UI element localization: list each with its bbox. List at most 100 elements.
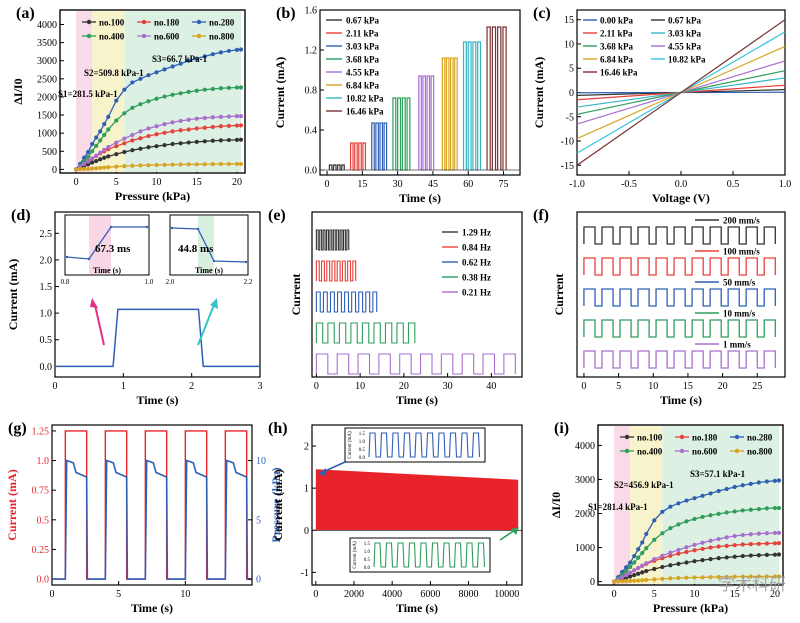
series-line-10.82 kPa xyxy=(462,41,482,171)
series-line-0.84 Hz xyxy=(315,260,357,282)
x-tick-label: 20 xyxy=(399,381,409,392)
legend-label: 6.84 kPa xyxy=(346,81,380,91)
y-axis-label: Current (mA) xyxy=(5,469,19,540)
x-tick-label: 0 xyxy=(53,381,58,392)
inset-tick: 1.5 xyxy=(364,542,371,547)
data-point xyxy=(154,162,159,168)
x-tick-label: -0.5 xyxy=(621,179,637,190)
y-tick-label: 0.0 xyxy=(40,362,53,373)
inset-tick: 0.5 xyxy=(364,558,371,563)
data-point xyxy=(218,86,223,91)
data-point xyxy=(772,478,778,483)
y-tick-label: 2 xyxy=(304,442,309,453)
x-axis-label: Time (s) xyxy=(660,393,702,407)
x-tick-label: 5 xyxy=(114,177,119,188)
x-axis-label: Time (s) xyxy=(396,393,438,407)
legend-label: no.180 xyxy=(154,18,180,28)
data-point xyxy=(226,48,232,54)
series-line-4.55 kPa xyxy=(418,75,435,171)
data-point xyxy=(716,544,721,549)
y-tick-label: 1000 xyxy=(575,543,595,554)
y-tick-label: 1.0 xyxy=(40,309,53,320)
x-tick-label: 1 xyxy=(121,381,126,392)
y-tick-label: 10 xyxy=(564,39,574,50)
x-tick-label: 25 xyxy=(752,381,762,392)
data-point xyxy=(170,64,175,69)
data-point xyxy=(238,123,244,128)
data-point xyxy=(724,535,729,540)
data-point xyxy=(210,138,215,143)
y-tick-label: 2000 xyxy=(37,92,57,103)
data-point xyxy=(162,143,167,148)
legend-marker xyxy=(624,434,630,440)
data-point xyxy=(170,162,175,167)
series-line-50 mm/s xyxy=(583,288,776,307)
data-point xyxy=(708,513,713,518)
legend-marker xyxy=(196,33,202,39)
data-point xyxy=(748,481,753,486)
x-axis-label: Time (s) xyxy=(396,601,438,615)
data-point xyxy=(226,114,232,119)
data-point xyxy=(628,574,633,579)
data-point xyxy=(82,155,87,160)
data-point xyxy=(146,133,151,139)
series-line-1 mm/s xyxy=(583,350,776,369)
legend-label: 0.21 Hz xyxy=(462,288,491,298)
data-point xyxy=(748,542,753,547)
y-tick-label: 3000 xyxy=(37,56,57,67)
panel-e: 0 10 20 30 40 Time (s) Current (e) 1.29 Hz 0.84 H… xyxy=(268,207,523,407)
inset-region xyxy=(89,216,111,274)
data-point xyxy=(676,561,681,566)
data-point xyxy=(109,225,113,229)
x-tick-label: 10 xyxy=(355,381,365,392)
arrow-end xyxy=(499,529,516,541)
y-tick-label: 1 xyxy=(304,484,309,495)
data-point xyxy=(218,124,223,129)
data-point xyxy=(162,94,167,99)
data-point xyxy=(756,480,761,485)
y2-tick-label: 0 xyxy=(256,575,261,586)
y-tick-label: 3500 xyxy=(37,38,57,49)
data-point xyxy=(628,578,633,584)
legend-label: 2.11 kPa xyxy=(600,29,633,39)
y-tick-label: 0.25 xyxy=(32,545,50,556)
data-point xyxy=(668,553,673,558)
y-tick-label: 1.25 xyxy=(32,426,50,437)
data-point xyxy=(154,144,159,149)
data-point xyxy=(194,88,199,93)
y-tick-label: 4000 xyxy=(575,441,595,452)
y-tick-label: 0 xyxy=(590,577,595,588)
x-tick-label: 15 xyxy=(192,177,202,188)
data-point xyxy=(86,162,91,167)
data-point xyxy=(624,573,629,578)
y-tick-label: 0.0 xyxy=(37,575,50,586)
data-point xyxy=(238,85,244,90)
series-line-2.11 kPa xyxy=(349,142,367,171)
sensitivity-annotation: S1=281.5 kPa-1 xyxy=(58,89,118,99)
data-point xyxy=(186,162,191,167)
data-point xyxy=(226,137,232,143)
data-point xyxy=(162,67,167,72)
data-point xyxy=(238,47,244,52)
data-point xyxy=(640,570,645,575)
legend-label: 0.00 kPa xyxy=(600,16,634,26)
sensitivity-annotation: S1=281.4 kPa-1 xyxy=(588,502,648,512)
data-point xyxy=(130,138,135,143)
x-tick-label: 40 xyxy=(486,381,496,392)
inset-tick: 0.5 xyxy=(359,448,366,453)
data-point xyxy=(210,124,215,130)
data-point xyxy=(660,531,665,536)
legend-label: no.600 xyxy=(154,32,180,42)
data-point xyxy=(740,483,745,488)
data-point xyxy=(772,574,778,579)
data-point xyxy=(764,506,770,511)
y-axis-label: Current (mA) xyxy=(271,469,285,540)
data-point xyxy=(186,117,191,122)
legend-marker xyxy=(196,19,202,25)
data-point xyxy=(632,573,637,578)
data-point xyxy=(162,122,167,127)
series-line-1.29 Hz xyxy=(315,229,350,251)
data-point xyxy=(640,550,645,556)
y-tick-label: 0.4 xyxy=(305,126,318,137)
data-point xyxy=(106,127,111,132)
